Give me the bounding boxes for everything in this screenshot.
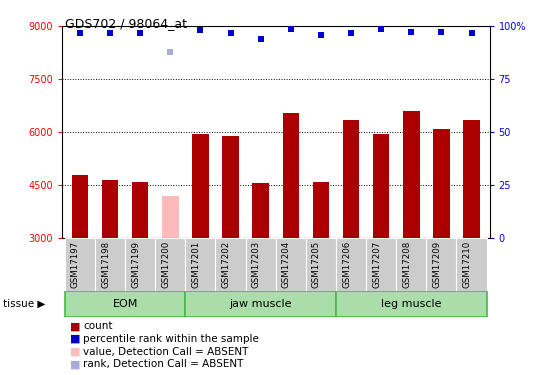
Text: GSM17210: GSM17210 [463, 241, 471, 288]
Bar [433, 129, 450, 238]
Text: GSM17208: GSM17208 [402, 241, 411, 288]
Text: ■: ■ [70, 360, 81, 369]
Bar [373, 134, 390, 238]
Text: ■: ■ [70, 334, 81, 344]
Bar [102, 180, 118, 238]
Text: ■: ■ [70, 347, 81, 357]
Bar [65, 291, 186, 317]
Bar [246, 238, 276, 291]
Bar [192, 134, 209, 238]
Bar [252, 183, 269, 238]
Bar [125, 238, 155, 291]
Text: GSM17200: GSM17200 [161, 241, 171, 288]
Text: count: count [83, 321, 113, 331]
Text: EOM: EOM [112, 299, 138, 309]
Bar [276, 238, 306, 291]
Text: GSM17197: GSM17197 [71, 241, 80, 288]
Bar [313, 182, 329, 238]
Bar [426, 238, 456, 291]
Bar [403, 111, 420, 238]
Bar [132, 182, 148, 238]
Bar [463, 120, 480, 238]
Text: GSM17209: GSM17209 [433, 241, 441, 288]
Text: value, Detection Call = ABSENT: value, Detection Call = ABSENT [83, 347, 249, 357]
Bar [65, 238, 95, 291]
Text: rank, Detection Call = ABSENT: rank, Detection Call = ABSENT [83, 360, 244, 369]
Text: jaw muscle: jaw muscle [229, 299, 292, 309]
Bar [186, 291, 336, 317]
Text: GSM17205: GSM17205 [312, 241, 321, 288]
Text: ■: ■ [70, 321, 81, 331]
Text: GSM17201: GSM17201 [192, 241, 201, 288]
Text: GSM17202: GSM17202 [222, 241, 231, 288]
Bar [282, 113, 299, 238]
Text: GSM17199: GSM17199 [131, 241, 140, 288]
Bar [336, 238, 366, 291]
Bar [396, 238, 426, 291]
Text: tissue ▶: tissue ▶ [3, 299, 45, 309]
Text: leg muscle: leg muscle [381, 299, 442, 309]
Text: GSM17198: GSM17198 [101, 241, 110, 288]
Bar [186, 238, 216, 291]
Bar [343, 120, 359, 238]
Bar [72, 175, 88, 238]
Text: GSM17207: GSM17207 [372, 241, 381, 288]
Bar [306, 238, 336, 291]
Text: GSM17204: GSM17204 [282, 241, 291, 288]
Text: GSM17206: GSM17206 [342, 241, 351, 288]
Bar [222, 136, 239, 238]
Text: GDS702 / 98064_at: GDS702 / 98064_at [65, 17, 187, 30]
Bar [162, 196, 179, 238]
Bar [216, 238, 246, 291]
Bar [366, 238, 396, 291]
Bar [336, 291, 486, 317]
Text: percentile rank within the sample: percentile rank within the sample [83, 334, 259, 344]
Bar [456, 238, 486, 291]
Text: GSM17203: GSM17203 [252, 241, 261, 288]
Bar [95, 238, 125, 291]
Bar [155, 238, 186, 291]
